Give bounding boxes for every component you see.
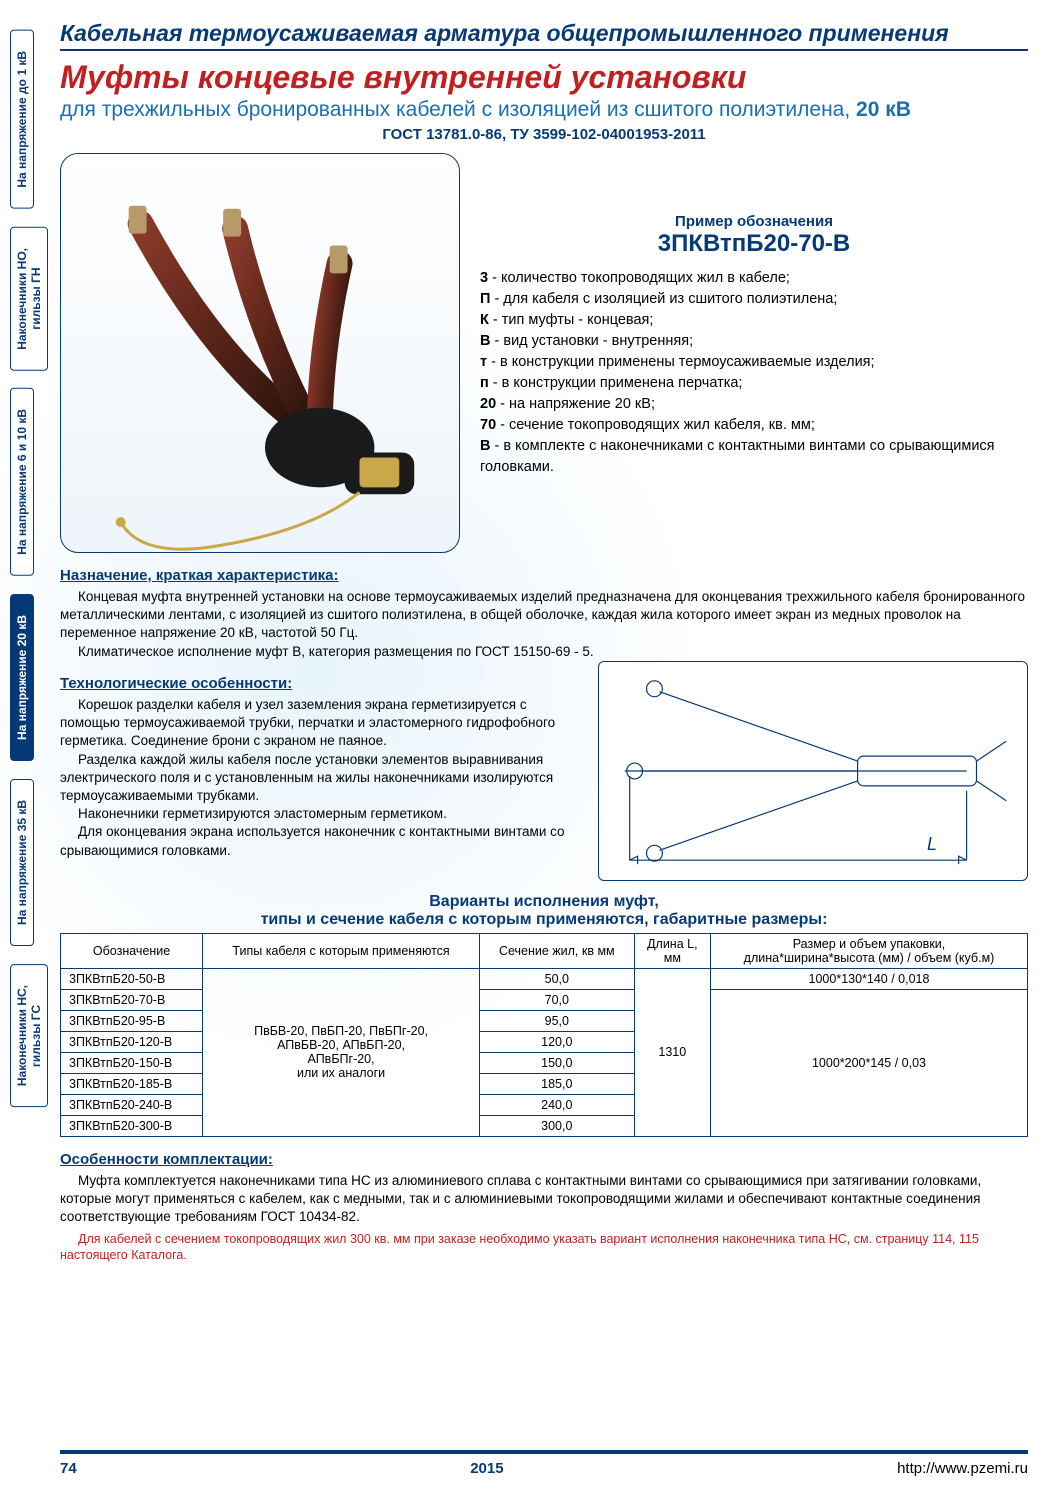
legend-code: 3ПКВтпБ20-70-В — [480, 230, 1028, 258]
designation-legend: Пример обозначения 3ПКВтпБ20-70-В 3 - ко… — [480, 153, 1028, 478]
legend-item: т - в конструкции применены термоусажива… — [480, 352, 1028, 373]
legend-item: П - для кабеля с изоляцией из сшитого по… — [480, 289, 1028, 310]
footer-url: http://www.pzemi.ru — [897, 1460, 1028, 1477]
table-heading-2: типы и сечение кабеля с которым применяю… — [60, 911, 1028, 929]
cell-designation: 3ПКВтпБ20-150-В — [61, 1052, 203, 1073]
side-tab[interactable]: На напряжение 6 и 10 кВ — [10, 388, 34, 576]
cell-section: 95,0 — [479, 1010, 634, 1031]
legend-item: 70 - сечение токопроводящих жил кабеля, … — [480, 415, 1028, 436]
subtitle-text: для трехжильных бронированных кабелей с … — [60, 98, 856, 121]
diagram-L-label: L — [927, 834, 937, 855]
legend-item: В - в комплекте с наконечниками с контак… — [480, 436, 1028, 478]
side-tab[interactable]: Наконечники НС, гильзы ГС — [10, 964, 48, 1107]
table-header-cell: Длина L, мм — [634, 933, 710, 968]
table-header-cell: Сечение жил, кв мм — [479, 933, 634, 968]
dimension-diagram: L — [598, 661, 1028, 881]
cell-section: 120,0 — [479, 1031, 634, 1052]
cell-designation: 3ПКВтпБ20-50-В — [61, 968, 203, 989]
page-footer: 74 2015 http://www.pzemi.ru — [60, 1450, 1028, 1477]
table-row: 3ПКВтпБ20-50-ВПвБВ-20, ПвБП-20, ПвБПг-20… — [61, 968, 1028, 989]
tech-p1: Корешок разделки кабеля и узел заземлени… — [60, 696, 578, 751]
purpose-p2: Климатическое исполнение муфт В, категор… — [60, 643, 1028, 661]
cell-cable-types: ПвБВ-20, ПвБП-20, ПвБПг-20, АПвБВ-20, АП… — [203, 968, 480, 1136]
legend-item: К - тип муфты - концевая; — [480, 310, 1028, 331]
page-title: Муфты концевые внутренней установки — [60, 59, 1028, 96]
cell-designation: 3ПКВтпБ20-185-В — [61, 1073, 203, 1094]
side-tab[interactable]: На напряжение до 1 кВ — [10, 30, 34, 209]
footer-year: 2015 — [470, 1460, 503, 1477]
cell-section: 50,0 — [479, 968, 634, 989]
product-photo — [60, 153, 460, 553]
cell-length: 1310 — [634, 968, 710, 1136]
side-tab[interactable]: На напряжение 35 кВ — [10, 779, 34, 946]
legend-item: В - вид установки - внутренняя; — [480, 331, 1028, 352]
side-tab[interactable]: Наконечники НО, гильзы ГН — [10, 227, 48, 371]
cell-section: 70,0 — [479, 989, 634, 1010]
pack-p1: Муфта комплектуется наконечниками типа Н… — [60, 1172, 1028, 1227]
tech-p3: Наконечники герметизируются эластомерным… — [60, 805, 578, 823]
legend-caption: Пример обозначения — [480, 213, 1028, 230]
side-tab[interactable]: На напряжение 20 кВ — [10, 594, 34, 761]
table-header-cell: Типы кабеля с которым применяются — [203, 933, 480, 968]
cell-designation: 3ПКВтпБ20-240-В — [61, 1094, 203, 1115]
table-heading-1: Варианты исполнения муфт, — [60, 893, 1028, 911]
cell-designation: 3ПКВтпБ20-300-В — [61, 1115, 203, 1136]
cell-section: 300,0 — [479, 1115, 634, 1136]
table-header-cell: Обозначение — [61, 933, 203, 968]
cell-section: 150,0 — [479, 1052, 634, 1073]
tech-p2: Разделка каждой жилы кабеля после устано… — [60, 751, 578, 806]
legend-item: 20 - на напряжение 20 кВ; — [480, 394, 1028, 415]
cell-section: 240,0 — [479, 1094, 634, 1115]
cell-designation: 3ПКВтпБ20-95-В — [61, 1010, 203, 1031]
pack-heading: Особенности комплектации: — [60, 1151, 1028, 1168]
cell-pack: 1000*130*140 / 0,018 — [710, 968, 1027, 989]
purpose-heading: Назначение, краткая характеристика: — [60, 567, 1028, 584]
subtitle-voltage: 20 кВ — [856, 98, 911, 121]
subtitle: для трехжильных бронированных кабелей с … — [60, 98, 1028, 122]
cell-designation: 3ПКВтпБ20-120-В — [61, 1031, 203, 1052]
category-heading: Кабельная термоусаживаемая арматура обще… — [60, 20, 1028, 51]
legend-item: 3 - количество токопроводящих жил в кабе… — [480, 268, 1028, 289]
cell-designation: 3ПКВтпБ20-70-В — [61, 989, 203, 1010]
pack-note-red: Для кабелей с сечением токопроводящих жи… — [60, 1231, 1028, 1265]
tech-heading: Технологические особенности: — [60, 675, 578, 692]
gost-line: ГОСТ 13781.0-86, ТУ 3599-102-04001953-20… — [60, 126, 1028, 143]
cell-pack: 1000*200*145 / 0,03 — [710, 989, 1027, 1136]
page-number: 74 — [60, 1460, 77, 1477]
legend-item: п - в конструкции применена перчатка; — [480, 373, 1028, 394]
table-header-cell: Размер и объем упаковки, длина*ширина*вы… — [710, 933, 1027, 968]
cell-section: 185,0 — [479, 1073, 634, 1094]
variants-table: ОбозначениеТипы кабеля с которым применя… — [60, 933, 1028, 1137]
tech-p4: Для оконцевания экрана используется нако… — [60, 823, 578, 859]
purpose-p1: Концевая муфта внутренней установки на о… — [60, 588, 1028, 643]
